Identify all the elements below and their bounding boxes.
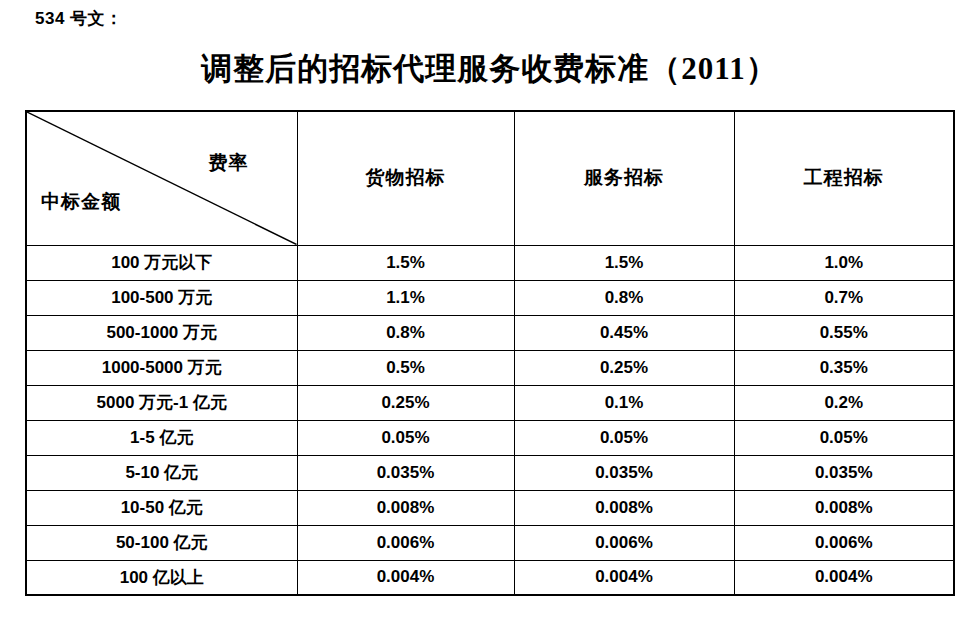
corner-header-cell: 费率 中标金额 — [26, 111, 297, 245]
rate-value-cell: 0.8% — [514, 280, 734, 315]
rate-value-cell: 0.25% — [297, 385, 514, 420]
corner-label-bid-amount: 中标金额 — [41, 189, 121, 215]
rate-value-cell: 1.5% — [297, 245, 514, 280]
table-row: 50-100 亿元0.006%0.006%0.006% — [26, 525, 954, 560]
rate-value-cell: 0.2% — [734, 385, 954, 420]
rate-value-cell: 0.7% — [734, 280, 954, 315]
rate-value-cell: 0.35% — [734, 350, 954, 385]
row-label-cell: 5000 万元-1 亿元 — [26, 385, 297, 420]
rate-value-cell: 0.008% — [734, 490, 954, 525]
rate-value-cell: 0.008% — [297, 490, 514, 525]
rate-value-cell: 0.006% — [514, 525, 734, 560]
table-row: 500-1000 万元0.8%0.45%0.55% — [26, 315, 954, 350]
row-label-cell: 100-500 万元 — [26, 280, 297, 315]
rate-value-cell: 0.004% — [297, 560, 514, 595]
rate-value-cell: 1.0% — [734, 245, 954, 280]
rate-value-cell: 0.035% — [297, 455, 514, 490]
row-label-cell: 500-1000 万元 — [26, 315, 297, 350]
column-header-service: 服务招标 — [514, 111, 734, 245]
table-row: 1-5 亿元0.05%0.05%0.05% — [26, 420, 954, 455]
rate-value-cell: 0.8% — [297, 315, 514, 350]
rate-value-cell: 0.55% — [734, 315, 954, 350]
rate-value-cell: 0.05% — [514, 420, 734, 455]
header-row: 费率 中标金额 货物招标 服务招标 工程招标 — [26, 111, 954, 245]
column-header-engineering: 工程招标 — [734, 111, 954, 245]
table-row: 10-50 亿元0.008%0.008%0.008% — [26, 490, 954, 525]
table-body: 100 万元以下1.5%1.5%1.0%100-500 万元1.1%0.8%0.… — [26, 245, 954, 595]
rate-value-cell: 0.004% — [734, 560, 954, 595]
rate-value-cell: 0.035% — [514, 455, 734, 490]
row-label-cell: 1-5 亿元 — [26, 420, 297, 455]
rate-value-cell: 0.1% — [514, 385, 734, 420]
rate-value-cell: 0.25% — [514, 350, 734, 385]
rate-value-cell: 0.006% — [734, 525, 954, 560]
corner-label-rate: 费率 — [209, 150, 249, 176]
rate-value-cell: 1.5% — [514, 245, 734, 280]
table-row: 1000-5000 万元0.5%0.25%0.35% — [26, 350, 954, 385]
row-label-cell: 100 亿以上 — [26, 560, 297, 595]
rate-value-cell: 1.1% — [297, 280, 514, 315]
rate-value-cell: 0.45% — [514, 315, 734, 350]
row-label-cell: 100 万元以下 — [26, 245, 297, 280]
rate-value-cell: 0.035% — [734, 455, 954, 490]
diagonal-divider-line — [27, 112, 297, 245]
rate-value-cell: 0.008% — [514, 490, 734, 525]
table-row: 5000 万元-1 亿元0.25%0.1%0.2% — [26, 385, 954, 420]
row-label-cell: 10-50 亿元 — [26, 490, 297, 525]
rate-value-cell: 0.05% — [734, 420, 954, 455]
row-label-cell: 5-10 亿元 — [26, 455, 297, 490]
row-label-cell: 50-100 亿元 — [26, 525, 297, 560]
row-label-cell: 1000-5000 万元 — [26, 350, 297, 385]
table-row: 100-500 万元1.1%0.8%0.7% — [26, 280, 954, 315]
rate-value-cell: 0.006% — [297, 525, 514, 560]
page-title: 调整后的招标代理服务收费标准（2011） — [0, 48, 979, 90]
table-row: 100 亿以上0.004%0.004%0.004% — [26, 560, 954, 595]
column-header-goods: 货物招标 — [297, 111, 514, 245]
rate-value-cell: 0.05% — [297, 420, 514, 455]
fee-rate-table: 费率 中标金额 货物招标 服务招标 工程招标 100 万元以下1.5%1.5%1… — [25, 110, 955, 596]
rate-value-cell: 0.004% — [514, 560, 734, 595]
doc-number-label: 534 号文： — [35, 7, 123, 30]
table-row: 5-10 亿元0.035%0.035%0.035% — [26, 455, 954, 490]
rate-value-cell: 0.5% — [297, 350, 514, 385]
table-row: 100 万元以下1.5%1.5%1.0% — [26, 245, 954, 280]
